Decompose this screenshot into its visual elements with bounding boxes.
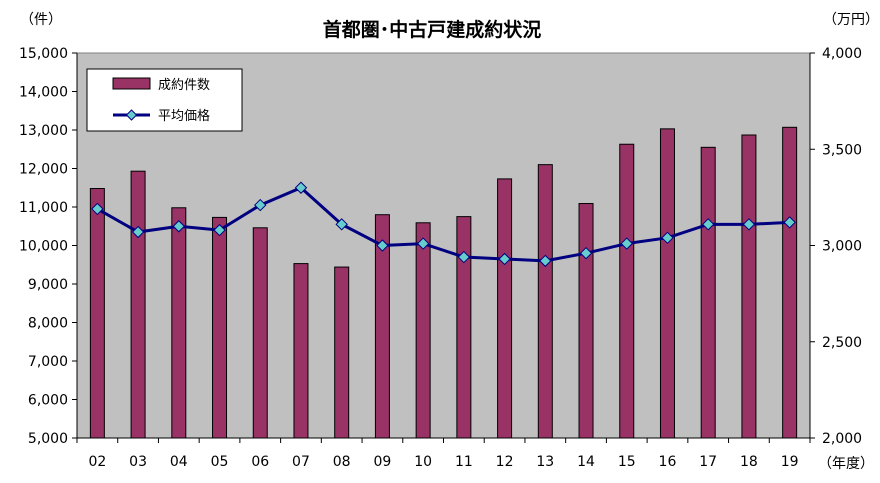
line-layer: [91, 181, 796, 268]
line-point-18: [742, 218, 756, 231]
x-tick-label: 02: [88, 454, 106, 470]
bar-08: [334, 266, 350, 439]
line-point-14: [579, 246, 593, 260]
right-tick-label: 4,000: [822, 46, 862, 62]
x-tick-label: 09: [374, 454, 392, 470]
left-tick-label: 10,000: [19, 239, 68, 255]
x-axis-unit: （年度）: [818, 456, 874, 472]
line-point-09: [376, 239, 389, 252]
legend: 成約件数 平均価格: [86, 68, 243, 132]
legend-line-marker: [125, 109, 138, 121]
line-point-12: [498, 252, 511, 266]
x-tick-label: 14: [577, 454, 595, 470]
axes-layer: 5,000 6,000 7,000 8,000 9,000 10,000 11,000 12,…: [19, 46, 862, 470]
right-tick-label: 2,500: [822, 335, 862, 351]
bar-02: [89, 188, 105, 439]
left-tick-label: 5,000: [28, 431, 68, 447]
line-point-08: [335, 218, 348, 231]
line-point-17: [701, 218, 715, 231]
bar-15: [619, 143, 635, 439]
x-tick-label: 03: [129, 454, 147, 470]
left-axis-unit: （件）: [20, 12, 62, 28]
x-tick-label: 12: [496, 454, 514, 470]
x-tick-label: 07: [292, 454, 310, 470]
x-tick-label: 13: [536, 454, 554, 470]
chart-title: 首都圏･中古戸建成約状況: [323, 18, 542, 41]
legend-bar-label: 成約件数: [158, 78, 210, 93]
line-point-02: [91, 202, 104, 216]
line-point-16: [661, 231, 674, 245]
right-tick-label: 3,500: [822, 142, 862, 158]
x-tick-label: 06: [251, 454, 269, 470]
bar-06: [252, 227, 268, 439]
bar-04: [171, 207, 187, 439]
line-point-11: [457, 250, 471, 264]
line-point-05: [213, 223, 226, 237]
legend-bar-swatch: [112, 77, 151, 90]
x-tick-label: 19: [781, 454, 799, 470]
right-tick-label: 3,000: [822, 239, 862, 255]
x-tick-label: 15: [618, 454, 636, 470]
bar-12: [497, 178, 513, 439]
left-tick-label: 11,000: [19, 200, 68, 216]
bar-05: [212, 216, 228, 439]
left-tick-label: 12,000: [19, 162, 68, 178]
line-point-13: [539, 254, 552, 268]
bar-18: [741, 134, 757, 439]
bars-layer: [89, 126, 798, 439]
x-tick-label: 17: [699, 454, 717, 470]
left-tick-label: 8,000: [28, 316, 68, 332]
bar-03: [130, 170, 146, 439]
bar-11: [456, 216, 472, 439]
line-point-19: [783, 216, 796, 229]
bar-14: [578, 203, 594, 439]
x-tick-label: 04: [170, 454, 188, 470]
bar-10: [415, 222, 431, 439]
bar-13: [537, 164, 553, 439]
left-tick-label: 6,000: [28, 393, 68, 409]
left-tick-label: 7,000: [28, 354, 68, 370]
right-axis-unit: （万円）: [823, 12, 879, 28]
line-point-03: [131, 225, 145, 239]
left-tick-label: 9,000: [28, 277, 68, 293]
x-tick-label: 11: [455, 454, 473, 470]
x-tick-label: 18: [740, 454, 758, 470]
x-tick-label: 08: [333, 454, 351, 470]
bar-16: [659, 128, 675, 439]
line-point-04: [172, 220, 186, 233]
x-tick-label: 16: [659, 454, 677, 470]
line-point-15: [620, 237, 633, 250]
x-tick-label: 10: [414, 454, 432, 470]
line-series-path: [96, 185, 790, 263]
bar-17: [700, 146, 716, 439]
line-point-07: [294, 181, 308, 194]
line-point-06: [254, 198, 267, 212]
left-tick-label: 13,000: [19, 123, 68, 139]
right-tick-label: 2,000: [822, 431, 862, 447]
bar-07: [293, 263, 309, 439]
left-tick-label: 14,000: [19, 85, 68, 101]
left-tick-label: 15,000: [19, 46, 68, 62]
line-point-10: [416, 237, 430, 250]
legend-line-label: 平均価格: [158, 108, 210, 124]
bar-19: [782, 126, 798, 439]
x-tick-label: 05: [211, 454, 229, 470]
